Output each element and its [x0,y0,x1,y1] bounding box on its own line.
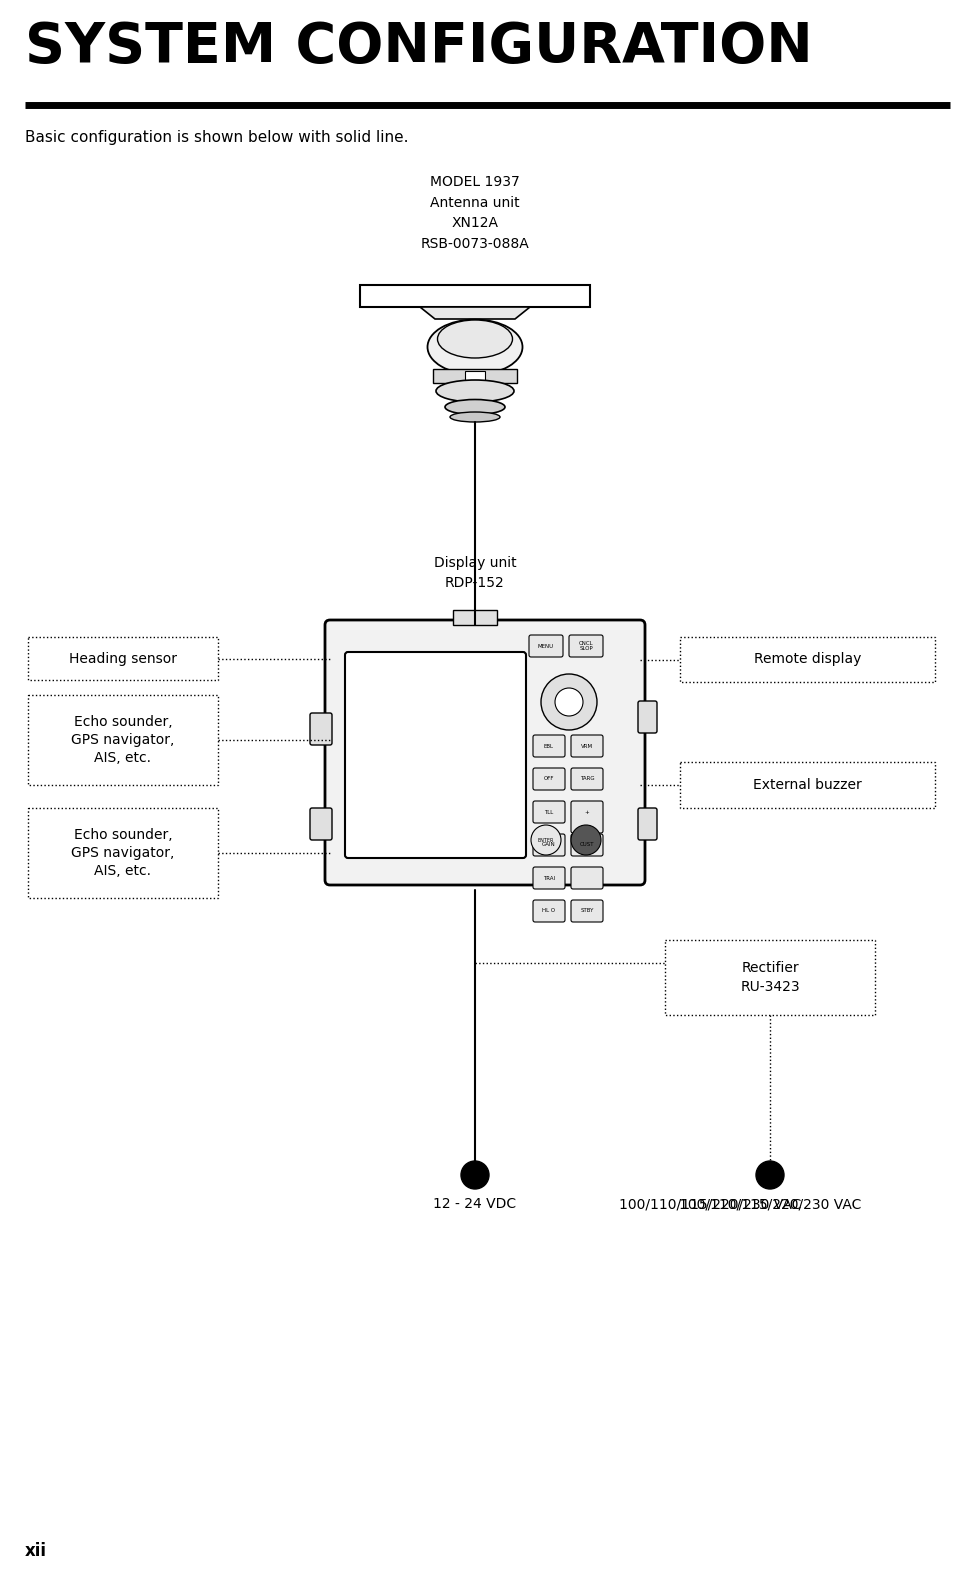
FancyBboxPatch shape [433,369,517,383]
FancyBboxPatch shape [571,767,603,789]
Ellipse shape [450,411,500,422]
Text: MENU: MENU [538,644,554,649]
FancyBboxPatch shape [533,867,565,889]
Text: Echo sounder,
GPS navigator,
AIS, etc.: Echo sounder, GPS navigator, AIS, etc. [71,715,175,766]
Text: CNCL
SLOP: CNCL SLOP [579,641,594,652]
Text: +: + [585,810,589,815]
Text: TLL: TLL [544,810,554,815]
FancyBboxPatch shape [533,834,565,856]
FancyBboxPatch shape [310,808,332,840]
Text: ENTER: ENTER [538,837,554,843]
Text: 100/110/115/220/230 VAC: 100/110/115/220/230 VAC [619,1198,801,1210]
Text: HL O: HL O [542,908,556,913]
Text: SYSTEM CONFIGURATION: SYSTEM CONFIGURATION [25,21,813,74]
FancyBboxPatch shape [28,808,218,899]
FancyBboxPatch shape [571,800,603,834]
FancyBboxPatch shape [680,638,935,682]
Text: GAIN: GAIN [542,843,556,848]
FancyBboxPatch shape [680,763,935,808]
Text: EBL: EBL [544,744,554,748]
FancyBboxPatch shape [345,652,526,857]
FancyBboxPatch shape [360,285,590,307]
FancyBboxPatch shape [533,736,565,758]
FancyBboxPatch shape [571,900,603,922]
Text: MODEL 1937
Antenna unit
XN12A
RSB-0073-088A: MODEL 1937 Antenna unit XN12A RSB-0073-0… [420,176,529,252]
FancyBboxPatch shape [571,867,603,889]
FancyBboxPatch shape [533,767,565,789]
Ellipse shape [445,400,505,414]
Polygon shape [420,307,530,320]
Text: xii: xii [25,1542,47,1560]
Text: Basic configuration is shown below with solid line.: Basic configuration is shown below with … [25,130,409,146]
FancyBboxPatch shape [325,620,645,884]
Text: External buzzer: External buzzer [753,778,862,793]
Ellipse shape [427,320,523,375]
FancyBboxPatch shape [638,808,657,840]
FancyBboxPatch shape [310,713,332,745]
Text: 100/110/115/220/230 VAC: 100/110/115/220/230 VAC [679,1198,861,1210]
Text: Echo sounder,
GPS navigator,
AIS, etc.: Echo sounder, GPS navigator, AIS, etc. [71,827,175,878]
FancyBboxPatch shape [569,634,603,657]
FancyBboxPatch shape [28,638,218,680]
Text: TRAI: TRAI [543,875,555,881]
FancyBboxPatch shape [638,701,657,732]
Text: 12 - 24 VDC: 12 - 24 VDC [434,1198,517,1210]
FancyBboxPatch shape [533,900,565,922]
FancyBboxPatch shape [28,694,218,785]
FancyBboxPatch shape [571,736,603,758]
Circle shape [541,674,597,729]
Text: VRM: VRM [581,744,593,748]
FancyBboxPatch shape [571,834,603,856]
Ellipse shape [436,380,514,402]
Text: Heading sensor: Heading sensor [69,652,177,666]
Text: OFF: OFF [544,777,554,782]
Circle shape [531,824,561,854]
FancyBboxPatch shape [453,611,497,625]
FancyBboxPatch shape [665,940,875,1016]
Text: Display unit
RDP-152: Display unit RDP-152 [434,557,517,590]
Text: CUST: CUST [580,843,594,848]
Ellipse shape [438,320,513,358]
Text: Remote display: Remote display [754,652,861,666]
Text: TARG: TARG [580,777,595,782]
Circle shape [461,1161,489,1190]
Circle shape [571,824,601,854]
Circle shape [756,1161,784,1190]
Circle shape [555,688,583,717]
FancyBboxPatch shape [529,634,563,657]
FancyBboxPatch shape [533,800,565,823]
Text: STBY: STBY [580,908,594,913]
Text: Rectifier
RU-3423: Rectifier RU-3423 [740,962,799,993]
FancyBboxPatch shape [465,372,485,381]
